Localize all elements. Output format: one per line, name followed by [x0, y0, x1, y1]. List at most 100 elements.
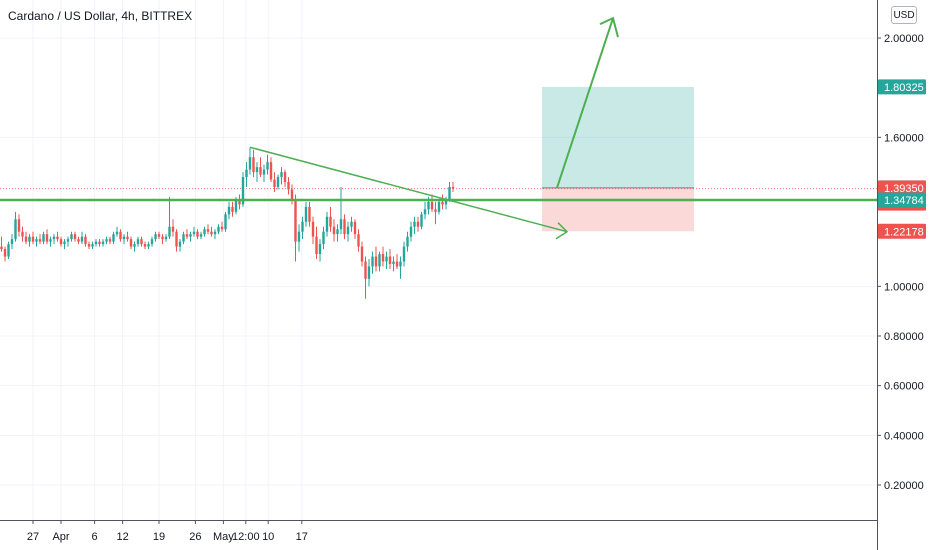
candle	[367, 259, 371, 287]
candle-body	[217, 226, 220, 232]
candle	[126, 231, 129, 242]
candle	[409, 221, 413, 242]
candle-body	[336, 229, 339, 235]
trendline-segment	[249, 146, 568, 233]
candle	[164, 234, 168, 242]
candle	[35, 236, 38, 247]
candle	[301, 216, 304, 240]
candle	[189, 231, 192, 242]
candle-body	[154, 234, 157, 240]
candle	[154, 231, 157, 242]
candle	[364, 256, 367, 299]
candle-body	[203, 229, 206, 235]
candle	[199, 231, 203, 240]
candle-body	[98, 241, 101, 245]
candle-body	[276, 177, 280, 187]
candle	[98, 239, 101, 247]
candle-body	[105, 239, 108, 242]
candle-body	[350, 221, 353, 227]
candle-body	[45, 234, 49, 242]
candle	[332, 219, 336, 242]
candle-body	[381, 254, 385, 262]
candle	[52, 234, 56, 245]
candle-body	[420, 214, 423, 227]
candle	[381, 246, 385, 267]
candle	[353, 219, 357, 240]
price-tick-label: 1.00000	[884, 281, 924, 293]
candle-body	[59, 239, 63, 245]
candle	[178, 239, 182, 252]
candle-body	[31, 236, 35, 242]
candle-body	[392, 261, 395, 264]
candle-body	[175, 231, 178, 247]
candle-body	[17, 219, 21, 232]
candle	[241, 172, 245, 207]
candle	[385, 251, 388, 269]
candle	[10, 234, 14, 250]
candle-body	[28, 236, 31, 242]
candle-body	[245, 169, 248, 178]
descending-trendline[interactable]	[249, 146, 569, 240]
candle-body	[287, 182, 290, 190]
currency-button[interactable]: USD	[891, 6, 917, 24]
candle-body	[24, 236, 28, 242]
candle-body	[147, 244, 150, 247]
candle-body	[234, 199, 238, 212]
candle-body	[94, 241, 98, 245]
price-tag-label: 1.80325	[884, 82, 924, 94]
price-tick-label: 0.40000	[884, 430, 924, 442]
candle-body	[423, 209, 427, 215]
candle-body	[290, 189, 294, 200]
target-arrow[interactable]	[556, 16, 619, 189]
candle-body	[430, 201, 434, 210]
candle	[224, 211, 227, 232]
candle-body	[269, 162, 273, 180]
candle-body	[7, 244, 10, 257]
target-zone[interactable]	[542, 86, 694, 188]
candle-body	[339, 219, 343, 230]
price-tag-box	[878, 192, 926, 208]
candle	[49, 236, 52, 247]
candle-body	[112, 234, 115, 242]
stop-zone[interactable]	[542, 187, 694, 232]
candle-body	[332, 226, 336, 235]
candle-body	[227, 206, 231, 215]
candle	[231, 201, 234, 217]
candle	[311, 216, 315, 245]
candle-body	[63, 241, 66, 245]
candle-body	[360, 246, 364, 262]
candle-body	[378, 254, 381, 267]
candle	[437, 199, 441, 215]
candle-body	[434, 209, 437, 212]
candle-body	[325, 216, 329, 232]
candle-body	[399, 261, 402, 267]
candle-body	[266, 162, 269, 170]
price-axis[interactable]: 2.00000 1.60000 1.00000 0.80000 0.60000 0.400…	[877, 33, 924, 492]
candle	[273, 172, 276, 192]
candle-body	[311, 221, 315, 237]
candle	[304, 201, 308, 227]
candle	[157, 231, 161, 240]
candle	[70, 231, 73, 242]
candle	[161, 234, 164, 245]
candle-body	[308, 206, 311, 222]
candle	[0, 236, 3, 252]
candle-body	[304, 206, 308, 222]
candle	[147, 241, 150, 250]
candle-body	[150, 239, 154, 245]
candle	[441, 194, 444, 210]
candle-body	[199, 234, 203, 237]
candle-body	[35, 239, 38, 242]
candle-body	[182, 234, 185, 242]
candle-body	[283, 172, 287, 183]
candle	[451, 182, 455, 192]
candle	[413, 216, 416, 235]
candle	[7, 241, 10, 260]
candle	[217, 224, 220, 235]
candle	[213, 229, 217, 240]
candle	[378, 251, 381, 272]
candle	[255, 162, 259, 183]
candle	[24, 231, 28, 245]
